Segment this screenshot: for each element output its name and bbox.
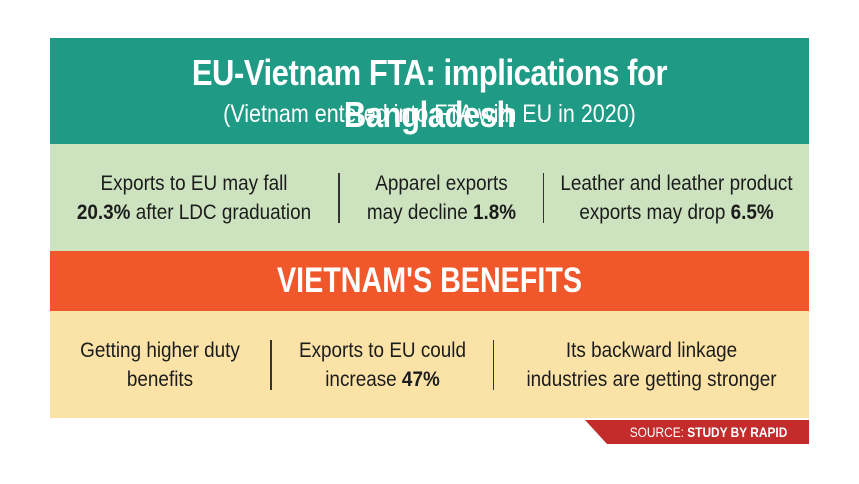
vn-exports-value: 47%: [401, 367, 440, 391]
bd-exports-value: 20.3%: [76, 200, 131, 224]
source-tag: SOURCE: STUDY BY RAPID: [585, 420, 809, 444]
bd-apparel-value: 1.8%: [472, 200, 516, 224]
vietnam-benefits-banner: VIETNAM'S BENEFITS: [50, 251, 809, 311]
vn-point-exports: Exports to EU could increase 47%: [298, 338, 466, 391]
bangladesh-implications-row: Exports to EU may fall 20.3% after LDC g…: [50, 144, 809, 251]
divider: [270, 339, 272, 390]
bd-point-apparel: Apparel exports may decline 1.8%: [366, 171, 516, 224]
divider: [338, 172, 340, 223]
vn-point-duty: Getting higher duty benefits: [80, 338, 240, 391]
divider: [492, 339, 494, 390]
bd-point-leather: Leather and leather product exports may …: [560, 171, 793, 224]
source-value: STUDY BY RAPID: [686, 424, 787, 440]
page-title: EU-Vietnam FTA: implications for Banglad…: [191, 52, 668, 135]
source-label: SOURCE:: [629, 424, 684, 440]
header-banner: EU-Vietnam FTA: implications for Banglad…: [50, 38, 809, 144]
bd-point-exports: Exports to EU may fall 20.3% after LDC g…: [76, 171, 312, 224]
page-subtitle: (Vietnam entered into FTA with EU in 202…: [223, 100, 636, 128]
vietnam-benefits-title: VIETNAM'S BENEFITS: [276, 261, 583, 300]
bd-leather-value: 6.5%: [730, 200, 774, 224]
vietnam-benefits-row: Getting higher duty benefits Exports to …: [50, 311, 809, 418]
vn-point-linkage: Its backward linkage industries are gett…: [526, 338, 777, 391]
divider: [542, 172, 544, 223]
